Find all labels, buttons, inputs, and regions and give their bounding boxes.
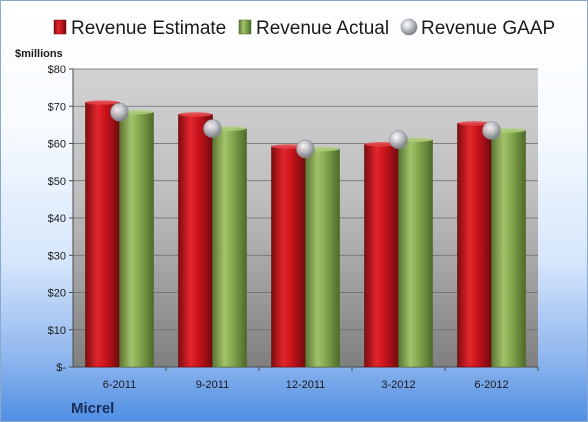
legend-swatch-gaap[interactable] bbox=[400, 18, 418, 36]
bar-estimate-12-2011[interactable] bbox=[271, 146, 306, 368]
bars bbox=[85, 100, 526, 368]
y-tick-label: $80 bbox=[48, 64, 66, 76]
legend-label-estimate: Revenue Estimate bbox=[71, 18, 226, 39]
bar-estimate-cap bbox=[85, 100, 120, 105]
bar-actual-6-2011[interactable] bbox=[119, 111, 154, 368]
legend-swatch-actual[interactable] bbox=[238, 19, 252, 35]
marker-gaap-12-2011[interactable] bbox=[296, 139, 315, 159]
unit-label: $millions bbox=[15, 48, 63, 60]
y-tick-label: $- bbox=[56, 362, 66, 374]
company-label: Micrel bbox=[71, 400, 114, 417]
x-tick-label: 3-2012 bbox=[381, 379, 415, 391]
legend-swatch-estimate[interactable] bbox=[53, 19, 67, 35]
legend-label-actual: Revenue Actual bbox=[256, 18, 389, 39]
y-tick-label: $70 bbox=[48, 101, 66, 113]
bar-actual-3-2012[interactable] bbox=[398, 139, 433, 368]
bar-actual-9-2011[interactable] bbox=[212, 128, 247, 368]
bar-estimate-3-2012[interactable] bbox=[364, 143, 399, 368]
y-tick-label: $50 bbox=[48, 176, 66, 188]
marker-gaap-6-2011[interactable] bbox=[110, 102, 129, 122]
bar-actual-6-2012[interactable] bbox=[491, 130, 526, 368]
marker-gaap-6-2012[interactable] bbox=[482, 121, 501, 140]
bar-estimate-9-2011[interactable] bbox=[178, 114, 213, 368]
y-tick-label: $10 bbox=[48, 325, 66, 337]
y-tick-label: $60 bbox=[48, 139, 66, 151]
marker-gaap-9-2011[interactable] bbox=[203, 119, 222, 138]
x-tick-label: 6-2012 bbox=[474, 379, 508, 391]
legend-label-gaap: Revenue GAAP bbox=[421, 18, 555, 39]
x-tick-label: 6-2011 bbox=[103, 379, 136, 391]
y-tick-labels: $- $10 $20 $30 $40 $50 $60 $70 $80 bbox=[48, 64, 67, 374]
x-tick-label: 9-2011 bbox=[196, 379, 229, 391]
bar-estimate-6-2011[interactable] bbox=[85, 102, 120, 368]
bar-estimate-cap bbox=[457, 121, 492, 126]
y-tick-label: $30 bbox=[48, 250, 66, 262]
legend: Revenue Estimate Revenue Actual Revenue … bbox=[53, 18, 555, 39]
y-tick-label: $40 bbox=[48, 213, 66, 225]
bar-estimate-cap bbox=[178, 112, 213, 117]
gaap-markers bbox=[110, 102, 501, 159]
x-tick-label: 12-2011 bbox=[286, 379, 326, 391]
x-tick-labels: 6-2011 9-2011 12-2011 3-2012 6-2012 bbox=[103, 379, 509, 391]
marker-gaap-3-2012[interactable] bbox=[389, 130, 408, 150]
y-tick-label: $20 bbox=[48, 288, 66, 300]
bar-estimate-6-2012[interactable] bbox=[457, 123, 492, 368]
bar-actual-12-2011[interactable] bbox=[305, 148, 340, 368]
